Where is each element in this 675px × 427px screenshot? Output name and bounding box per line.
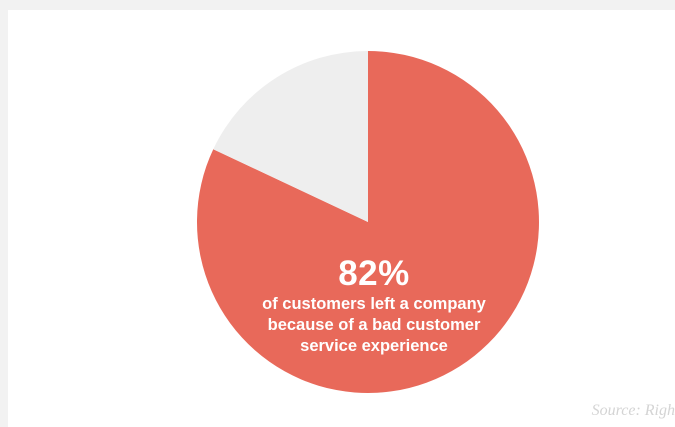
percentage-label: 82%	[338, 254, 410, 293]
chart-card: 82% of customers left a company because …	[8, 10, 675, 427]
caption: of customers left a company because of a…	[204, 294, 544, 357]
caption-line-2: because of a bad customer	[267, 316, 481, 334]
caption-line-3: service experience	[300, 337, 448, 355]
pie-chart	[196, 50, 539, 393]
caption-line-1: of customers left a company	[262, 295, 486, 313]
source-credit: Source: Righ	[591, 402, 675, 419]
center-annotation: 82% of customers left a company because …	[204, 254, 544, 357]
pie-slice-remainder	[213, 50, 368, 222]
pie-slice-82-percent	[196, 51, 539, 393]
